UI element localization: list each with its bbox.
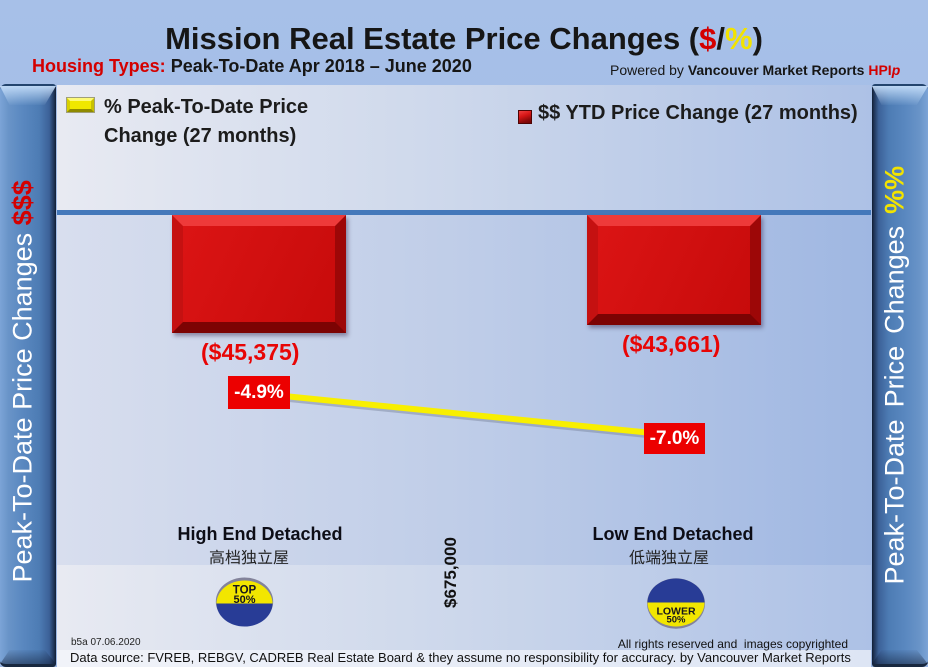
svg-text:TOP: TOP bbox=[233, 585, 257, 597]
svg-text:LOWER: LOWER bbox=[656, 606, 695, 618]
svg-text:50%: 50% bbox=[233, 594, 255, 606]
svg-text:50%: 50% bbox=[666, 615, 686, 626]
